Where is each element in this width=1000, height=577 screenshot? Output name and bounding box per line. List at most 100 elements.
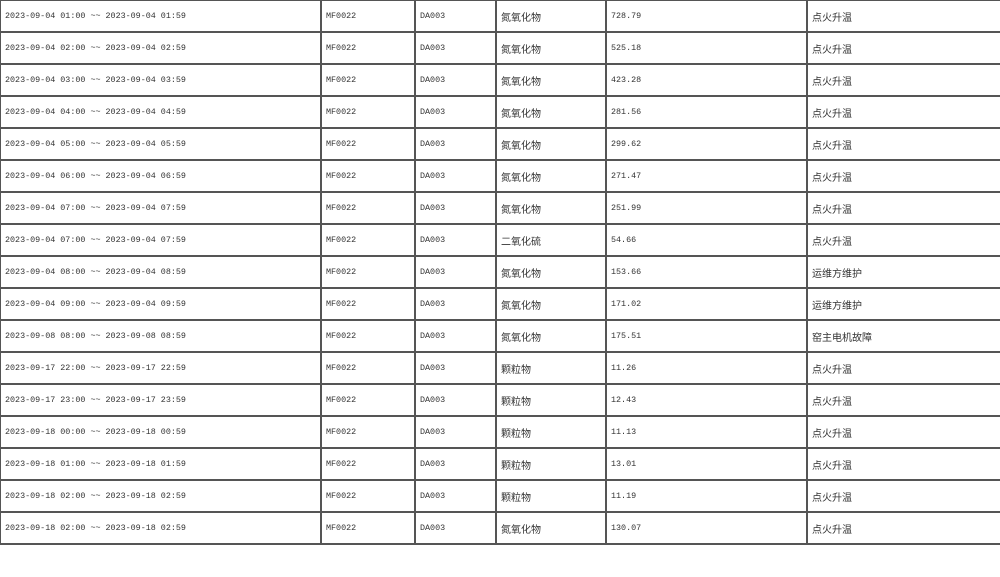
reason-cell: 运维方维护 — [806, 287, 1000, 321]
reason-cell: 点火升温 — [806, 95, 1000, 129]
reason-cell: 点火升温 — [806, 479, 1000, 513]
pollutant-cell: 氮氧化物 — [495, 191, 607, 225]
company-code-cell: MF0022 — [320, 223, 416, 257]
reason-cell: 点火升温 — [806, 191, 1000, 225]
period-cell: 2023-09-04 03:00 ~~ 2023-09-04 03:59 — [0, 63, 322, 97]
reason-cell: 运维方维护 — [806, 255, 1000, 289]
company-code-cell: MF0022 — [320, 479, 416, 513]
reason-cell: 点火升温 — [806, 511, 1000, 545]
pollutant-cell: 氮氧化物 — [495, 31, 607, 65]
period-cell: 2023-09-18 01:00 ~~ 2023-09-18 01:59 — [0, 447, 322, 481]
period-cell: 2023-09-04 07:00 ~~ 2023-09-04 07:59 — [0, 223, 322, 257]
pollutant-cell: 氮氧化物 — [495, 319, 607, 353]
period-cell: 2023-09-04 02:00 ~~ 2023-09-04 02:59 — [0, 31, 322, 65]
pollutant-cell: 氮氧化物 — [495, 63, 607, 97]
value-cell: 11.26 — [605, 351, 808, 385]
company-code-cell: MF0022 — [320, 255, 416, 289]
company-code-cell: MF0022 — [320, 351, 416, 385]
reason-cell: 点火升温 — [806, 223, 1000, 257]
period-cell: 2023-09-18 02:00 ~~ 2023-09-18 02:59 — [0, 479, 322, 513]
pollutant-cell: 颗粒物 — [495, 447, 607, 481]
reason-cell: 窑主电机故障 — [806, 319, 1000, 353]
table-row: 2023-09-04 04:00 ~~ 2023-09-04 04:59 MF00… — [0, 95, 1000, 129]
table-row: 2023-09-04 07:00 ~~ 2023-09-04 07:59 MF00… — [0, 191, 1000, 225]
period-cell: 2023-09-18 00:00 ~~ 2023-09-18 00:59 — [0, 415, 322, 449]
company-code-cell: MF0022 — [320, 383, 416, 417]
company-code-cell: MF0022 — [320, 191, 416, 225]
pollutant-cell: 氮氧化物 — [495, 255, 607, 289]
company-code-cell: MF0022 — [320, 0, 416, 33]
period-cell: 2023-09-04 04:00 ~~ 2023-09-04 04:59 — [0, 95, 322, 129]
reason-cell: 点火升温 — [806, 415, 1000, 449]
table-row: 2023-09-04 03:00 ~~ 2023-09-04 03:59 MF00… — [0, 63, 1000, 97]
period-cell: 2023-09-04 07:00 ~~ 2023-09-04 07:59 — [0, 191, 322, 225]
period-cell: 2023-09-08 08:00 ~~ 2023-09-08 08:59 — [0, 319, 322, 353]
value-cell: 299.62 — [605, 127, 808, 161]
value-cell: 281.56 — [605, 95, 808, 129]
value-cell: 728.79 — [605, 0, 808, 33]
value-cell: 11.19 — [605, 479, 808, 513]
outlet-code-cell: DA003 — [414, 447, 497, 481]
table-row: 2023-09-18 00:00 ~~ 2023-09-18 00:59 MF00… — [0, 415, 1000, 449]
table-row: 2023-09-18 01:00 ~~ 2023-09-18 01:59 MF00… — [0, 447, 1000, 481]
company-code-cell: MF0022 — [320, 319, 416, 353]
reason-cell: 点火升温 — [806, 159, 1000, 193]
reason-cell: 点火升温 — [806, 31, 1000, 65]
pollutant-cell: 氮氧化物 — [495, 287, 607, 321]
outlet-code-cell: DA003 — [414, 351, 497, 385]
value-cell: 171.02 — [605, 287, 808, 321]
period-cell: 2023-09-04 08:00 ~~ 2023-09-04 08:59 — [0, 255, 322, 289]
period-cell: 2023-09-17 22:00 ~~ 2023-09-17 22:59 — [0, 351, 322, 385]
value-cell: 130.07 — [605, 511, 808, 545]
table-row: 2023-09-18 02:00 ~~ 2023-09-18 02:59 MF00… — [0, 479, 1000, 513]
pollutant-cell: 氮氧化物 — [495, 127, 607, 161]
value-cell: 423.28 — [605, 63, 808, 97]
outlet-code-cell: DA003 — [414, 95, 497, 129]
outlet-code-cell: DA003 — [414, 223, 497, 257]
pollutant-cell: 颗粒物 — [495, 415, 607, 449]
outlet-code-cell: DA003 — [414, 415, 497, 449]
table-row: 2023-09-18 02:00 ~~ 2023-09-18 02:59 MF00… — [0, 511, 1000, 545]
pollutant-cell: 颗粒物 — [495, 351, 607, 385]
period-cell: 2023-09-04 09:00 ~~ 2023-09-04 09:59 — [0, 287, 322, 321]
company-code-cell: MF0022 — [320, 95, 416, 129]
outlet-code-cell: DA003 — [414, 287, 497, 321]
pollutant-cell: 颗粒物 — [495, 479, 607, 513]
outlet-code-cell: DA003 — [414, 383, 497, 417]
reason-cell: 点火升温 — [806, 447, 1000, 481]
table-row: 2023-09-17 23:00 ~~ 2023-09-17 23:59 MF00… — [0, 383, 1000, 417]
company-code-cell: MF0022 — [320, 287, 416, 321]
outlet-code-cell: DA003 — [414, 479, 497, 513]
pollutant-cell: 氮氧化物 — [495, 159, 607, 193]
period-cell: 2023-09-18 02:00 ~~ 2023-09-18 02:59 — [0, 511, 322, 545]
outlet-code-cell: DA003 — [414, 319, 497, 353]
pollutant-cell: 二氧化硫 — [495, 223, 607, 257]
outlet-code-cell: DA003 — [414, 255, 497, 289]
period-cell: 2023-09-04 01:00 ~~ 2023-09-04 01:59 — [0, 0, 322, 33]
pollutant-cell: 氮氧化物 — [495, 95, 607, 129]
reason-cell: 点火升温 — [806, 351, 1000, 385]
value-cell: 525.18 — [605, 31, 808, 65]
pollutant-cell: 颗粒物 — [495, 383, 607, 417]
reason-cell: 点火升温 — [806, 127, 1000, 161]
table-row: 2023-09-08 08:00 ~~ 2023-09-08 08:59 MF00… — [0, 319, 1000, 353]
outlet-code-cell: DA003 — [414, 191, 497, 225]
company-code-cell: MF0022 — [320, 127, 416, 161]
value-cell: 271.47 — [605, 159, 808, 193]
company-code-cell: MF0022 — [320, 415, 416, 449]
data-table: 2023-09-04 01:00 ~~ 2023-09-04 01:59 MF00… — [0, 0, 1000, 545]
table-body: 2023-09-04 01:00 ~~ 2023-09-04 01:59 MF00… — [0, 0, 1000, 545]
company-code-cell: MF0022 — [320, 447, 416, 481]
table-row: 2023-09-17 22:00 ~~ 2023-09-17 22:59 MF00… — [0, 351, 1000, 385]
pollutant-cell: 氮氧化物 — [495, 0, 607, 33]
outlet-code-cell: DA003 — [414, 0, 497, 33]
period-cell: 2023-09-17 23:00 ~~ 2023-09-17 23:59 — [0, 383, 322, 417]
period-cell: 2023-09-04 06:00 ~~ 2023-09-04 06:59 — [0, 159, 322, 193]
pollutant-cell: 氮氧化物 — [495, 511, 607, 545]
table-row: 2023-09-04 01:00 ~~ 2023-09-04 01:59 MF00… — [0, 0, 1000, 33]
value-cell: 251.99 — [605, 191, 808, 225]
period-cell: 2023-09-04 05:00 ~~ 2023-09-04 05:59 — [0, 127, 322, 161]
value-cell: 54.66 — [605, 223, 808, 257]
company-code-cell: MF0022 — [320, 159, 416, 193]
outlet-code-cell: DA003 — [414, 511, 497, 545]
